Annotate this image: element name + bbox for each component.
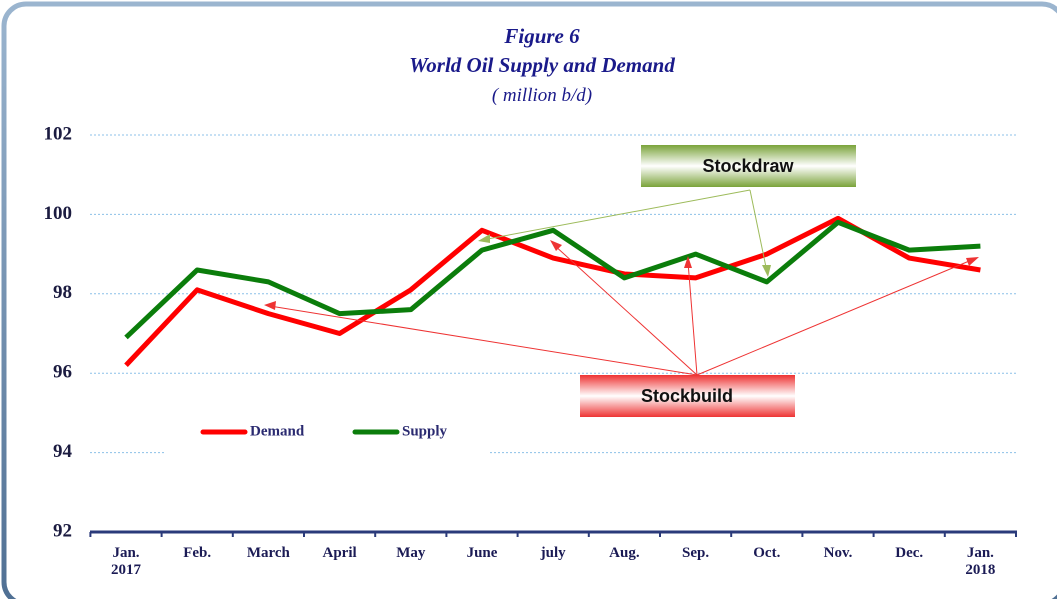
arrow [552,243,698,376]
annotation: Stockbuild [641,386,733,406]
series-line [124,215,981,367]
legend-label: Demand [250,423,305,439]
arrow [696,258,975,376]
chart-title: Figure 6 [503,24,580,48]
x-tick-label: March [246,545,290,561]
x-tick-label: Dec. [895,545,924,561]
y-tick-label: 94 [53,441,73,462]
chart-subtitle: World Oil Supply and Demand [409,53,675,77]
x-tick-label: Aug. [609,545,640,561]
arrow-head [684,256,692,268]
legend-label: Supply [402,423,448,439]
x-tick-label: Jan. 2017 [111,545,141,578]
x-tick-label: Oct. [753,545,781,561]
annotation-box [580,375,795,417]
arrow-head [264,301,276,310]
arrow [749,189,768,273]
arrow [687,261,698,376]
annotation-box [641,145,856,187]
x-tick-label: June [466,545,498,561]
arrow [269,305,698,376]
x-tick-label: july [540,545,566,561]
y-tick-label: 98 [53,282,72,303]
x-tick-label: May [396,545,426,561]
x-tick-label: April [322,545,357,561]
x-tick-label: Sep. [682,545,710,561]
legend-bg [165,415,490,459]
x-tick-label: Nov. [823,545,853,561]
y-tick-label: 96 [53,362,72,383]
y-tick-label: 92 [53,520,72,541]
arrow [481,189,751,241]
series-line [124,219,981,340]
grid [89,134,1017,537]
y-tick-label: 102 [44,123,73,144]
arrow-head [762,265,771,277]
arrow-head [966,257,979,266]
arrow-head [550,240,562,251]
x-tick-label: Jan. 2018 [965,545,996,578]
lines [124,215,981,367]
x-tick-label: Feb. [183,545,212,561]
arrows [264,189,979,376]
arrow-head [478,234,490,243]
units: ( million b/d) [492,85,592,106]
annotation: Stockdraw [702,156,794,176]
y-tick-label: 100 [44,203,73,224]
